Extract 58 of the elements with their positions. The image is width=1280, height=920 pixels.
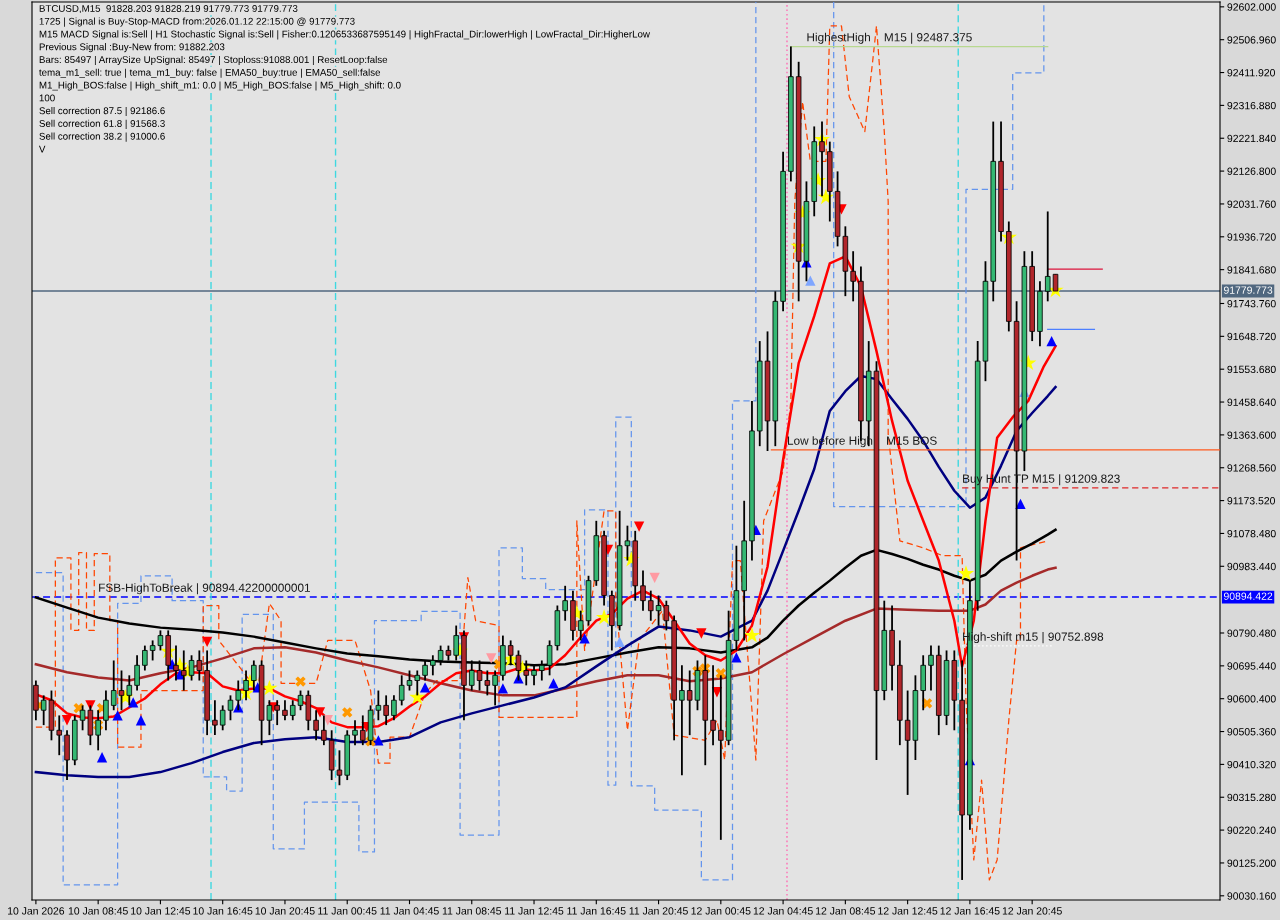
y-tick-label: 91743.760 [1227, 299, 1276, 308]
y-tick-label: 92126.800 [1227, 167, 1276, 175]
y-tick-label: 90030.160 [1227, 892, 1276, 900]
x-tick-label: 11 Jan 08:45 [442, 907, 502, 915]
y-tick-label: 90220.240 [1227, 826, 1276, 834]
ref-line-label: 90894.422 [1223, 592, 1273, 600]
y-tick-label: 92506.960 [1227, 36, 1276, 44]
annotation: Sell correction 87.5 | 92186.6 [39, 107, 165, 117]
annotation: M1_High_BOS:false | High_shift_m1: 0.0 | M5_High_BOS:false | M5_High_shift: 0.0 [39, 81, 401, 91]
x-tick-label: 12 Jan 20:45 [1002, 907, 1062, 915]
y-tick-label: 91936.720 [1227, 233, 1276, 241]
y-tick-label: 91173.520 [1227, 497, 1276, 505]
ref-line-label: 91779.773 [1223, 286, 1273, 294]
x-tick-label: 11 Jan 16:45 [567, 907, 626, 915]
annotation: 100 [39, 94, 55, 102]
annotation: Sell correction 38.2 | 91000.6 [39, 132, 165, 142]
y-tick-label: 90983.440 [1227, 562, 1276, 571]
x-tick-label: 12 Jan 08:45 [816, 907, 876, 915]
annotation: M15 MACD Signal is:Sell | H1 Stochastic Signal is:Sell | Fisher:0.1206533687595149 | HighFractal_Dir:lowerHigh | LowFractal_Dir:HigherLow [39, 30, 650, 40]
y-tick-label: 90695.440 [1227, 662, 1276, 670]
annotation: Previous Signal :Buy-New from: 91882.203 [39, 43, 225, 53]
y-tick-label: 91268.560 [1227, 464, 1276, 472]
x-tick-label: 10 Jan 12:45 [131, 907, 191, 915]
annotation: Bars: 85497 | ArraySize UpSignal: 85497 | Stoploss:91088.001 | ResetLoop:false [39, 55, 388, 65]
y-tick-label: 91078.480 [1227, 529, 1276, 538]
x-tick-label: 12 Jan 04:45 [753, 907, 813, 915]
y-tick-label: 90410.320 [1227, 760, 1276, 769]
x-tick-label: 10 Jan 08:45 [68, 907, 128, 915]
y-tick-label: 90790.480 [1227, 629, 1276, 637]
y-tick-label: 92221.840 [1227, 134, 1276, 143]
x-tick-label: 12 Jan 00:45 [691, 907, 751, 915]
x-tick-label: 11 Jan 12:45 [505, 907, 564, 915]
annotation: tema_m1_sell: true | tema_m1_buy: false | EMA50_buy:true | EMA50_sell:false [39, 68, 381, 78]
annotation: 1725 | Signal is Buy-Stop-MACD from:2026.01.12 22:15:00 @ 91779.773 [39, 17, 355, 27]
y-tick-label: 90315.280 [1227, 793, 1276, 802]
y-tick-label: 92602.000 [1227, 3, 1276, 11]
y-tick-label: 90125.200 [1227, 859, 1276, 867]
y-tick-label: 91458.640 [1227, 398, 1276, 406]
x-tick-label: 11 Jan 04:45 [380, 907, 439, 915]
y-tick-label: 92031.760 [1227, 200, 1276, 208]
y-tick-label: 91553.680 [1227, 365, 1276, 374]
x-tick-label: 11 Jan 20:45 [629, 907, 688, 915]
y-tick-label: 91841.680 [1227, 266, 1276, 274]
y-tick-label: 90505.360 [1227, 728, 1276, 736]
y-tick-label: 92316.880 [1227, 101, 1276, 110]
annotation: Sell correction 61.8 | 91568.3 [39, 119, 165, 129]
x-tick-label: 12 Jan 12:45 [878, 907, 938, 915]
y-tick-label: 91363.600 [1227, 431, 1276, 439]
x-tick-label: 10 Jan 20:45 [255, 907, 315, 915]
y-tick-label: 92411.920 [1227, 69, 1276, 77]
y-tick-label: 91648.720 [1227, 332, 1276, 341]
x-tick-label: 10 Jan 2026 [8, 907, 65, 915]
x-tick-label: 10 Jan 16:45 [193, 907, 253, 915]
x-tick-label: 12 Jan 16:45 [940, 907, 1000, 915]
x-tick-label: 11 Jan 00:45 [318, 907, 377, 915]
chart-title: BTCUSD,M15 91828.203 91828.219 91779.773 91779.773 [39, 5, 298, 14]
y-tick-label: 90600.400 [1227, 695, 1276, 703]
annotation: V [38, 145, 46, 153]
